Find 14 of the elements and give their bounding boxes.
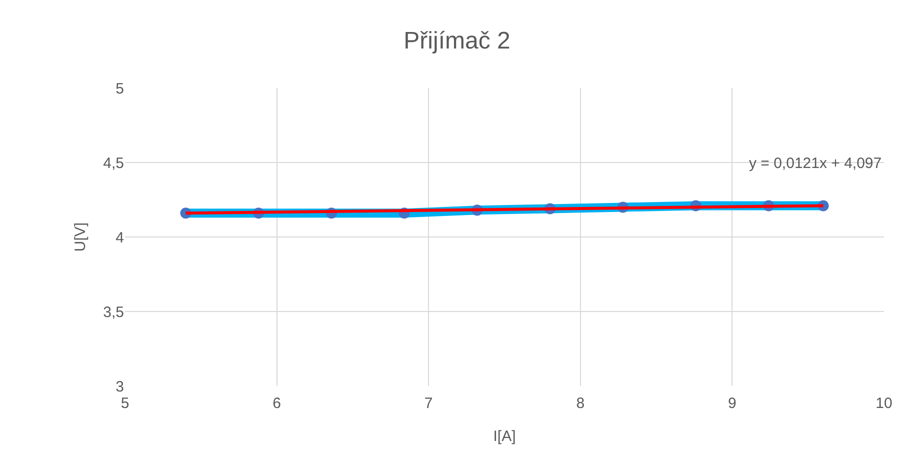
chart-title: Přijímač 2 bbox=[404, 28, 510, 55]
x-tick-label: 10 bbox=[876, 395, 892, 412]
x-tick-label: 6 bbox=[272, 395, 281, 412]
annotation: y = 0,0121x + 4,097 bbox=[749, 155, 882, 172]
x-axis-title: I[A] bbox=[493, 428, 516, 445]
x-tick-label: 9 bbox=[728, 395, 736, 412]
y-tick-label: 5 bbox=[116, 80, 124, 98]
y-tick-label: 4,5 bbox=[103, 154, 124, 172]
x-tick-label: 7 bbox=[424, 395, 433, 412]
y-tick-label: 3 bbox=[116, 378, 124, 396]
y-tick-label: 3,5 bbox=[103, 304, 124, 321]
y-tick-label: 4 bbox=[116, 229, 124, 246]
x-tick-label: 8 bbox=[576, 395, 585, 412]
y-axis-title: U[V] bbox=[72, 222, 89, 252]
